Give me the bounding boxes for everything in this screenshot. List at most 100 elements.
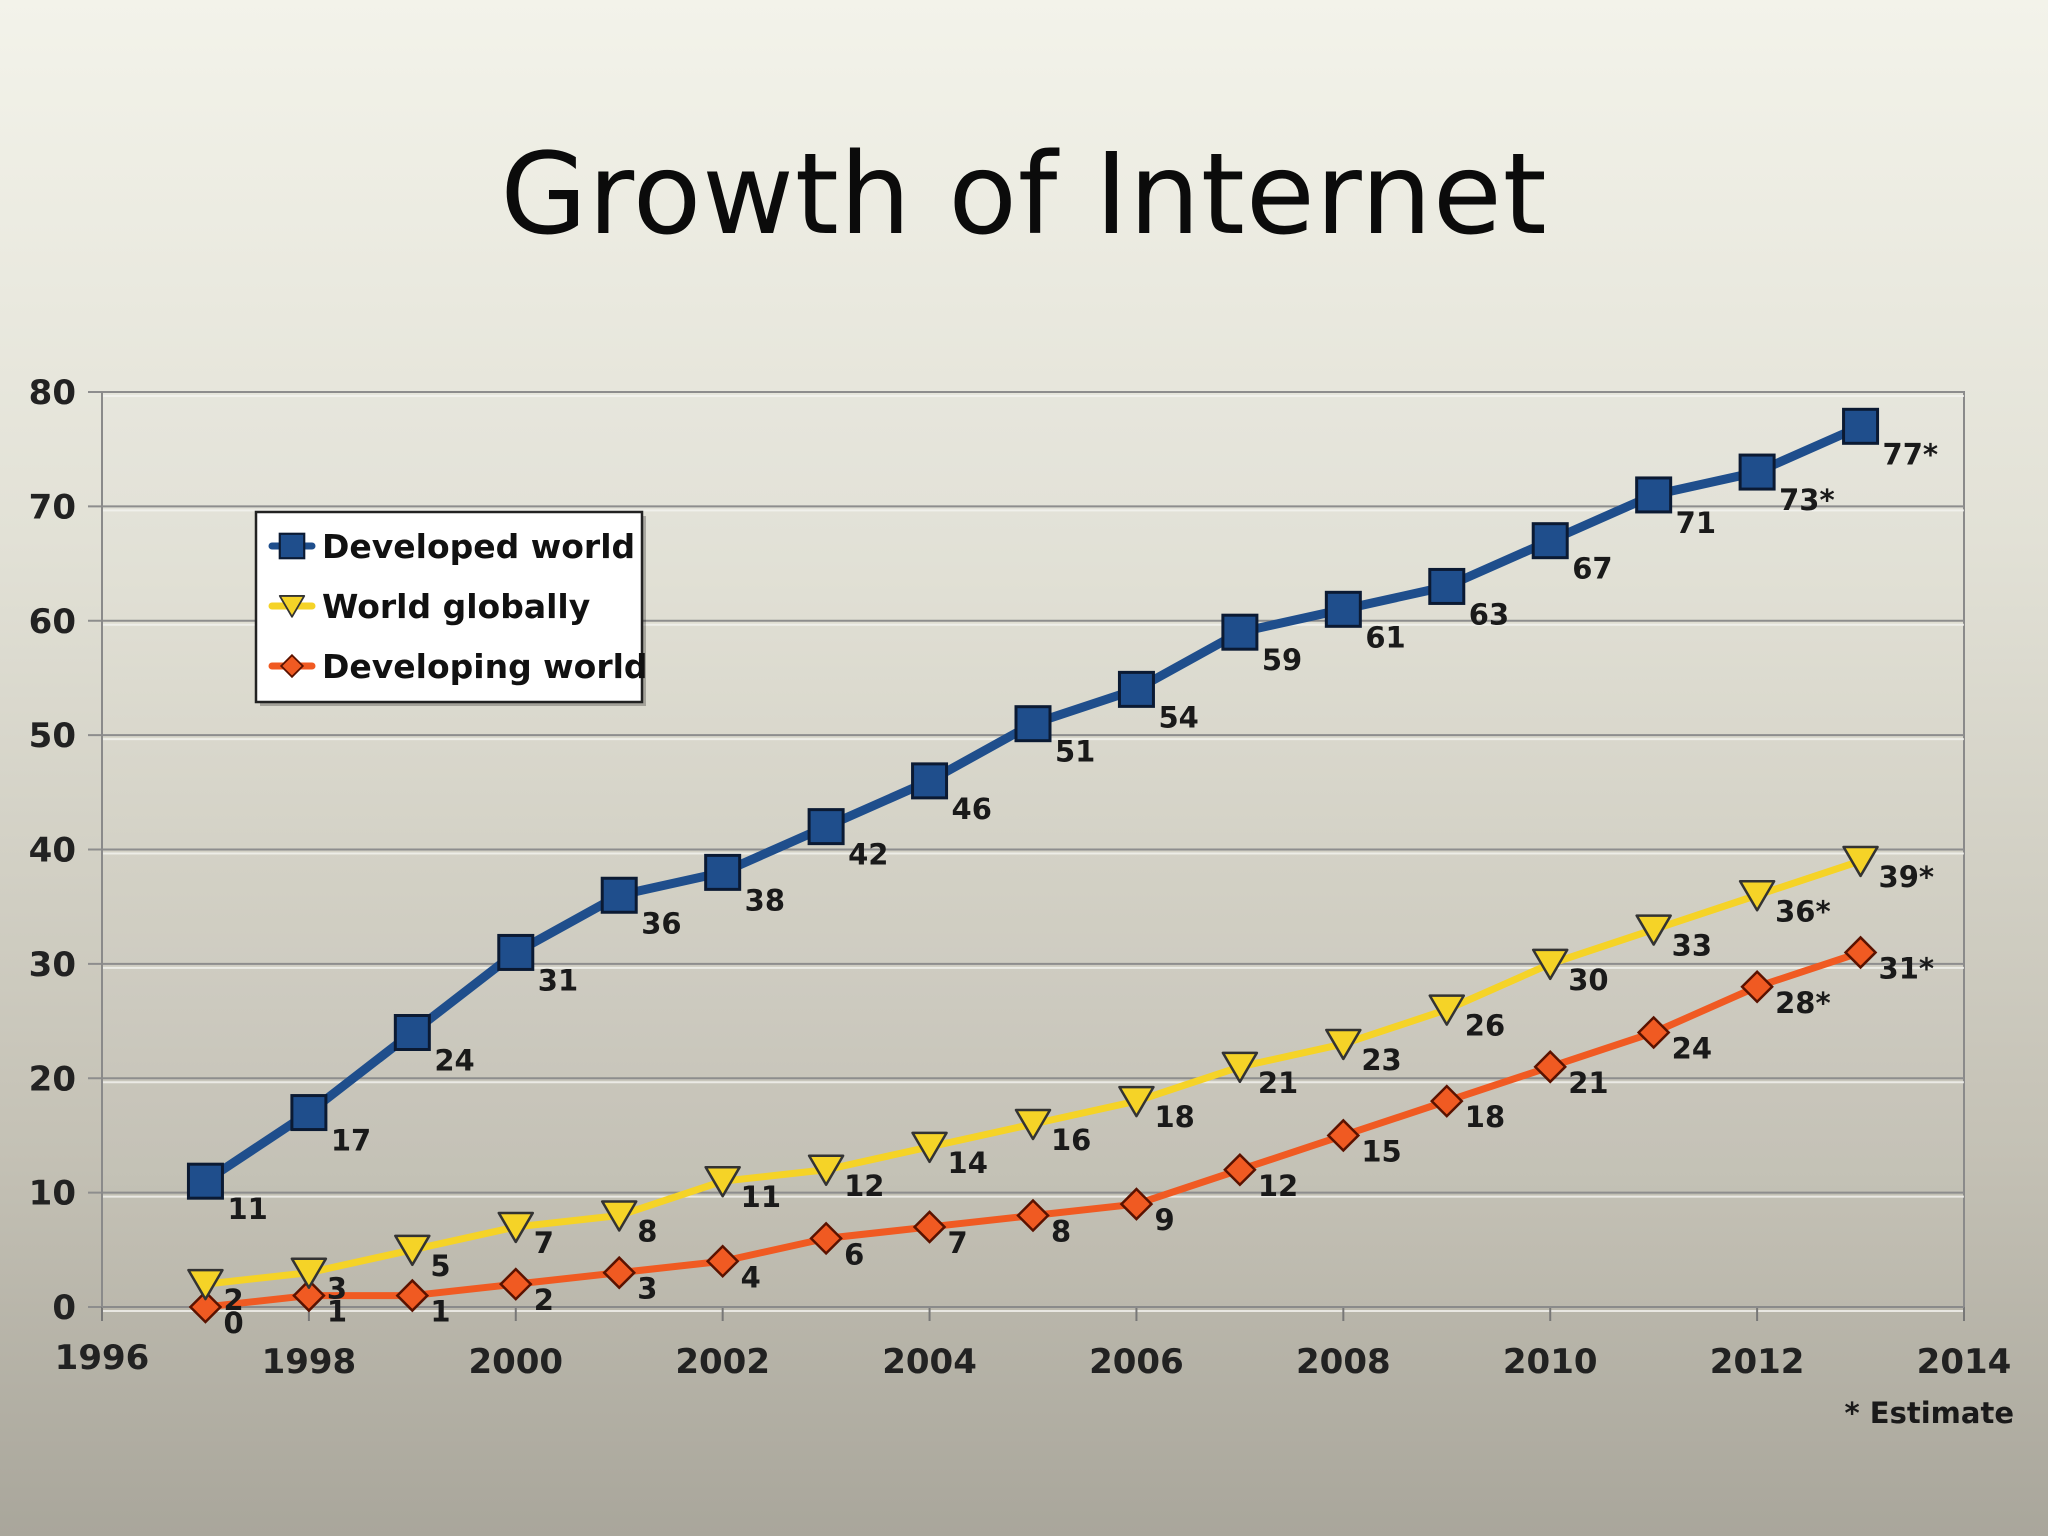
world-globally-data-label: 2 bbox=[223, 1283, 243, 1317]
world-globally-data-label: 21 bbox=[1258, 1066, 1298, 1100]
developed-world-data-label: 71 bbox=[1676, 506, 1716, 540]
developing-world-data-label: 1 bbox=[430, 1295, 450, 1329]
developing-world-data-label: 12 bbox=[1258, 1169, 1298, 1203]
developed-world-point bbox=[911, 762, 949, 800]
world-globally-data-label: 36* bbox=[1775, 894, 1831, 928]
legend-developing-world-marker bbox=[279, 653, 305, 679]
developed-world-data-label: 42 bbox=[848, 838, 888, 872]
developing-world-point bbox=[705, 1244, 740, 1279]
world-globally-point bbox=[497, 1211, 535, 1244]
world-globally-data-label: 12 bbox=[844, 1169, 884, 1203]
developing-world-point bbox=[499, 1267, 533, 1301]
y-tick-label: 10 bbox=[29, 1174, 76, 1214]
world-globally-data-label: 30 bbox=[1568, 963, 1608, 997]
world-globally-point bbox=[1221, 1051, 1259, 1084]
y-tick-label: 20 bbox=[29, 1059, 76, 1099]
world-globally-data-label: 7 bbox=[534, 1226, 554, 1260]
world-globally-point bbox=[1014, 1108, 1052, 1141]
developed-world-data-label: 31 bbox=[538, 963, 578, 997]
x-tick-label: 2008 bbox=[1296, 1342, 1391, 1382]
developed-world-data-label: 36 bbox=[641, 906, 681, 940]
developing-world-point bbox=[1843, 935, 1878, 970]
developing-world-data-label: 31* bbox=[1879, 951, 1935, 985]
world-globally-data-label: 18 bbox=[1154, 1100, 1194, 1134]
x-tick-label: 2012 bbox=[1710, 1342, 1805, 1382]
developing-world-point bbox=[602, 1255, 636, 1290]
developed-world-data-label: 54 bbox=[1158, 700, 1198, 734]
developing-world-point bbox=[1119, 1187, 1154, 1221]
developed-world-data-label: 67 bbox=[1572, 552, 1612, 586]
world-globally-data-label: 16 bbox=[1051, 1123, 1091, 1157]
developing-world-point bbox=[395, 1278, 430, 1313]
y-tick-label: 0 bbox=[52, 1288, 76, 1328]
world-globally-point bbox=[1738, 880, 1776, 912]
developed-world-point bbox=[393, 1014, 431, 1051]
developed-world-data-label: 59 bbox=[1262, 643, 1302, 677]
world-globally-point bbox=[290, 1257, 328, 1289]
x-tick-label: 2014 bbox=[1917, 1342, 2012, 1382]
developing-world-point bbox=[809, 1221, 843, 1256]
world-globally-data-label: 14 bbox=[948, 1146, 988, 1180]
developed-world-point bbox=[1428, 567, 1466, 605]
developing-world-point bbox=[1636, 1015, 1671, 1050]
developed-world-data-label: 11 bbox=[227, 1192, 267, 1226]
developed-world-point bbox=[1531, 522, 1569, 560]
developed-world-data-label: 17 bbox=[331, 1124, 371, 1158]
developed-world-point bbox=[704, 853, 742, 891]
x-tick-label: 1996 bbox=[55, 1338, 150, 1378]
developing-world-data-label: 1 bbox=[327, 1295, 347, 1329]
developed-world-data-label: 73* bbox=[1779, 483, 1835, 517]
developed-world-data-label: 77* bbox=[1883, 437, 1939, 471]
developing-world-data-label: 8 bbox=[1051, 1215, 1071, 1249]
developing-world-point bbox=[188, 1290, 223, 1324]
developed-world-point bbox=[186, 1162, 224, 1200]
developing-world-data-label: 18 bbox=[1465, 1100, 1505, 1134]
legend bbox=[254, 510, 644, 704]
developing-world-data-label: 15 bbox=[1361, 1134, 1401, 1168]
world-globally-point bbox=[600, 1200, 638, 1232]
estimate-footnote: * Estimate bbox=[1845, 1396, 2014, 1430]
x-tick-label: 2000 bbox=[468, 1342, 563, 1382]
developing-world-data-label: 24 bbox=[1672, 1032, 1712, 1066]
x-tick-label: 2006 bbox=[1089, 1342, 1184, 1382]
legend-world-globally-label: World globally bbox=[322, 587, 590, 626]
world-globally-point bbox=[1428, 994, 1466, 1026]
x-tick-label: 2004 bbox=[882, 1342, 977, 1382]
legend-developed-world-label: Developed world bbox=[322, 527, 635, 566]
developing-world-point bbox=[912, 1210, 947, 1244]
developing-world-data-label: 21 bbox=[1568, 1066, 1608, 1100]
developed-world-point bbox=[1635, 476, 1673, 514]
developed-world-data-label: 38 bbox=[745, 883, 785, 917]
x-tick-label: 2002 bbox=[675, 1342, 770, 1382]
x-tick-label: 1998 bbox=[262, 1342, 357, 1382]
developed-world-point bbox=[1324, 590, 1362, 628]
world-globally-data-label: 23 bbox=[1361, 1043, 1401, 1077]
y-tick-label: 30 bbox=[29, 945, 76, 985]
world-globally-point bbox=[1325, 1028, 1362, 1061]
developed-world-point bbox=[497, 933, 535, 971]
world-globally-data-label: 39* bbox=[1879, 860, 1935, 894]
slide-title: Growth of Internet bbox=[500, 130, 1548, 260]
developed-world-data-label: 61 bbox=[1365, 620, 1405, 654]
world-globally-data-label: 5 bbox=[430, 1249, 450, 1283]
developed-world-data-label: 51 bbox=[1055, 735, 1095, 769]
y-tick-label: 40 bbox=[29, 831, 76, 871]
developing-world-point bbox=[1016, 1198, 1050, 1233]
developing-world-data-label: 6 bbox=[844, 1237, 864, 1271]
developed-world-point bbox=[1221, 613, 1259, 651]
developed-world-point bbox=[1117, 670, 1155, 708]
developed-world-point bbox=[807, 808, 845, 846]
developed-world-data-label: 24 bbox=[434, 1044, 474, 1078]
world-globally-data-label: 33 bbox=[1672, 929, 1712, 963]
developed-world-data-label: 63 bbox=[1469, 597, 1509, 631]
developed-world-data-label: 46 bbox=[952, 792, 992, 826]
developed-world-point bbox=[1842, 407, 1880, 445]
developing-world-data-label: 4 bbox=[741, 1260, 761, 1294]
world-globally-data-label: 11 bbox=[741, 1180, 781, 1214]
developing-world-point bbox=[1533, 1050, 1567, 1084]
world-globally-point bbox=[1118, 1085, 1155, 1118]
world-globally-point bbox=[1635, 914, 1672, 946]
world-globally-point bbox=[1531, 948, 1569, 981]
